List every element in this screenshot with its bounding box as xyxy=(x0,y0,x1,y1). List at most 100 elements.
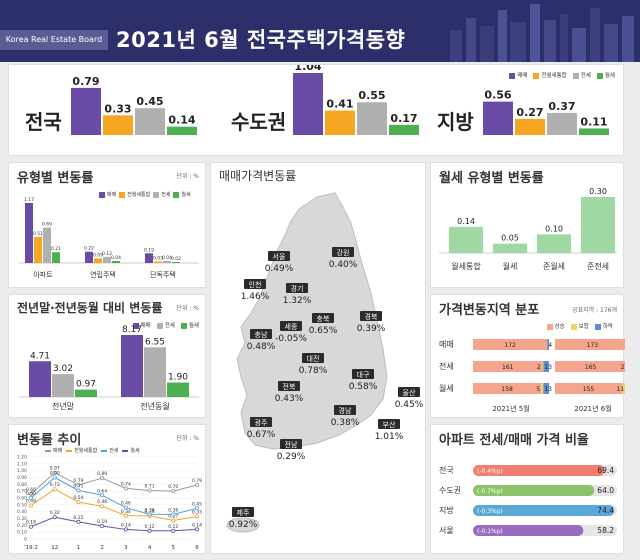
map-panel: 매매가격변동률 서울 0.49% 강원 0.40% 인천 1.46% 경기 1.32% 충남 0.… xyxy=(210,162,426,554)
summary-bar-label: 0.33 xyxy=(104,102,131,115)
type-bar xyxy=(154,261,162,263)
trend-point xyxy=(52,475,57,480)
trend-point-label: 0.12 xyxy=(145,524,155,530)
rent-bar-label: 0.05 xyxy=(501,234,519,243)
summary-bar-label: 0.14 xyxy=(168,114,195,127)
map-region-tag xyxy=(378,419,400,429)
distribution-row-label: 전세 xyxy=(439,361,454,371)
trend-point-label: 0.33 xyxy=(192,509,202,515)
ratio-title: 아파트 전세/매매 가격 비율 xyxy=(439,433,589,448)
summary-bar xyxy=(357,102,387,135)
ratio-row-label: 지방 xyxy=(439,505,454,515)
type-change-panel: 유형별 변동률 단위 : % 매매 전월세통합 전세 월세 1.17 0.51 0.… xyxy=(8,162,206,288)
summary-panel: 매매 전월세통합 전세 월세 전국 0.79 0.33 0.45 0.14 수도권 1.04… xyxy=(8,64,624,156)
rent-category-label: 월세 xyxy=(503,261,518,271)
trend-point xyxy=(52,487,57,492)
trend-point-label: 0.97 xyxy=(50,466,60,472)
trend-point xyxy=(28,496,33,501)
trend-point-label: 0.14 xyxy=(192,522,202,528)
distribution-segment-label: 5 xyxy=(536,386,540,393)
ratio-value-label: 64.0 xyxy=(597,486,614,495)
type-bar-label: 0.51 xyxy=(33,231,43,237)
distribution-chart: 매매17241733전세16121316529월세158513155111020… xyxy=(439,339,625,413)
distribution-segment xyxy=(555,339,625,350)
type-change-legend: 매매 전월세통합 전세 월세 xyxy=(99,191,191,198)
rent-bar xyxy=(449,226,483,253)
org-label: Korea Real Estate Board xyxy=(0,30,108,50)
summary-bar-label: 0.37 xyxy=(548,100,575,113)
year-change-legend: 매매 전세 월세 xyxy=(132,321,199,329)
distribution-period-label: 2021년 6월 xyxy=(574,404,611,413)
trend-x-tick: 5 xyxy=(172,545,176,551)
map-region-name: 경기 xyxy=(291,284,304,293)
skyline-graphic xyxy=(450,4,634,62)
trend-point-label: 0.36 xyxy=(145,507,155,513)
type-bar-label: 0.22 xyxy=(84,246,94,252)
trend-point-label: 0.19 xyxy=(97,519,107,525)
map-region-value: 0.78% xyxy=(299,366,328,376)
type-bar-label: 0.12 xyxy=(102,251,112,257)
type-bar-label: 0.04 xyxy=(111,255,121,261)
distribution-segment xyxy=(473,339,548,350)
year-bar-label: 4.71 xyxy=(30,351,50,361)
ratio-panel: 아파트 전세/매매 가격 비율 전국 (-0.4%p) 69.4 수도권 (-0.7%p… xyxy=(430,424,624,554)
trend-y-tick: 0.10 xyxy=(17,530,27,536)
page-title: 2021년 6월 전국주택가격동향 xyxy=(116,28,406,52)
year-bar xyxy=(121,335,143,397)
ratio-change-label: (-0.7%p) xyxy=(477,488,503,495)
map-region-tag xyxy=(286,283,308,293)
distribution-segment xyxy=(547,339,549,350)
summary-bar xyxy=(103,115,133,135)
map-region-value: 1.46% xyxy=(241,292,270,302)
map-region-value: 0.48% xyxy=(247,342,276,352)
type-bar-label: 0.09 xyxy=(93,252,103,258)
trend-x-tick: 1 xyxy=(77,545,81,551)
type-change-unit: 단위 : % xyxy=(176,173,199,180)
map-region-name: 경남 xyxy=(339,406,352,415)
map-region-name: 강원 xyxy=(337,248,350,257)
trend-point-label: 0.74 xyxy=(121,481,131,487)
map-region-value: 0.58% xyxy=(349,382,378,392)
trend-point xyxy=(28,491,33,496)
year-bar-label: 3.02 xyxy=(53,364,73,374)
year-bar-label: 6.55 xyxy=(145,337,165,347)
map-region-value: 0.49% xyxy=(265,264,294,274)
trend-y-tick: 0.80 xyxy=(17,482,27,488)
type-bar-label: 0.04 xyxy=(162,255,172,261)
rent-bar-label: 0.14 xyxy=(457,217,475,226)
ratio-change-label: (-0.3%p) xyxy=(477,508,503,515)
trend-point-label: 0.66 xyxy=(26,487,36,493)
trend-point-label: 0.90 xyxy=(50,471,60,477)
map-region-name: 서울 xyxy=(273,252,286,261)
map-region-name: 대전 xyxy=(307,354,320,363)
trend-series-line xyxy=(30,472,198,495)
map-region-value: 0.29% xyxy=(277,452,306,462)
trend-y-tick: 0.90 xyxy=(17,475,27,481)
trend-point-label: 0.14 xyxy=(121,522,131,528)
type-change-chart: 1.170.510.690.21아파트0.220.090.120.04연립주택0… xyxy=(19,197,199,279)
trend-panel: 변동률 추이 단위 : % 매매 전월세통합 전세 월세 0 0.10 0.20 0.… xyxy=(8,424,206,554)
trend-point xyxy=(123,486,128,491)
ratio-bar xyxy=(473,465,605,476)
map-region-tag xyxy=(352,369,374,379)
trend-title: 변동률 추이 xyxy=(17,433,82,448)
trend-point-label: 0.12 xyxy=(168,524,178,530)
trend-point-label: 0.79 xyxy=(73,478,83,484)
distribution-segment-label: 173 xyxy=(587,342,599,349)
type-bar xyxy=(94,258,102,263)
rent-category-label: 준전세 xyxy=(587,261,609,271)
map-region-name: 경북 xyxy=(365,312,378,321)
type-bar xyxy=(103,256,111,263)
ratio-row-label: 수도권 xyxy=(439,485,461,495)
type-bar-label: 0.21 xyxy=(51,246,61,252)
summary-bar-label: 0.17 xyxy=(390,112,417,125)
distribution-segment-label: 4 xyxy=(548,342,552,349)
type-bar xyxy=(112,260,120,263)
trend-series-line xyxy=(30,488,198,522)
map-region-tag xyxy=(280,439,302,449)
map-region-name: 부산 xyxy=(383,420,396,429)
rent-type-title: 월세 유형별 변동률 xyxy=(439,171,544,186)
rent-category-label: 월세통합 xyxy=(451,261,481,271)
korea-map: 서울 0.49% 강원 0.40% 인천 1.46% 경기 1.32% 충남 0.48% 세종 -0.… xyxy=(226,192,424,533)
trend-point xyxy=(194,506,199,511)
